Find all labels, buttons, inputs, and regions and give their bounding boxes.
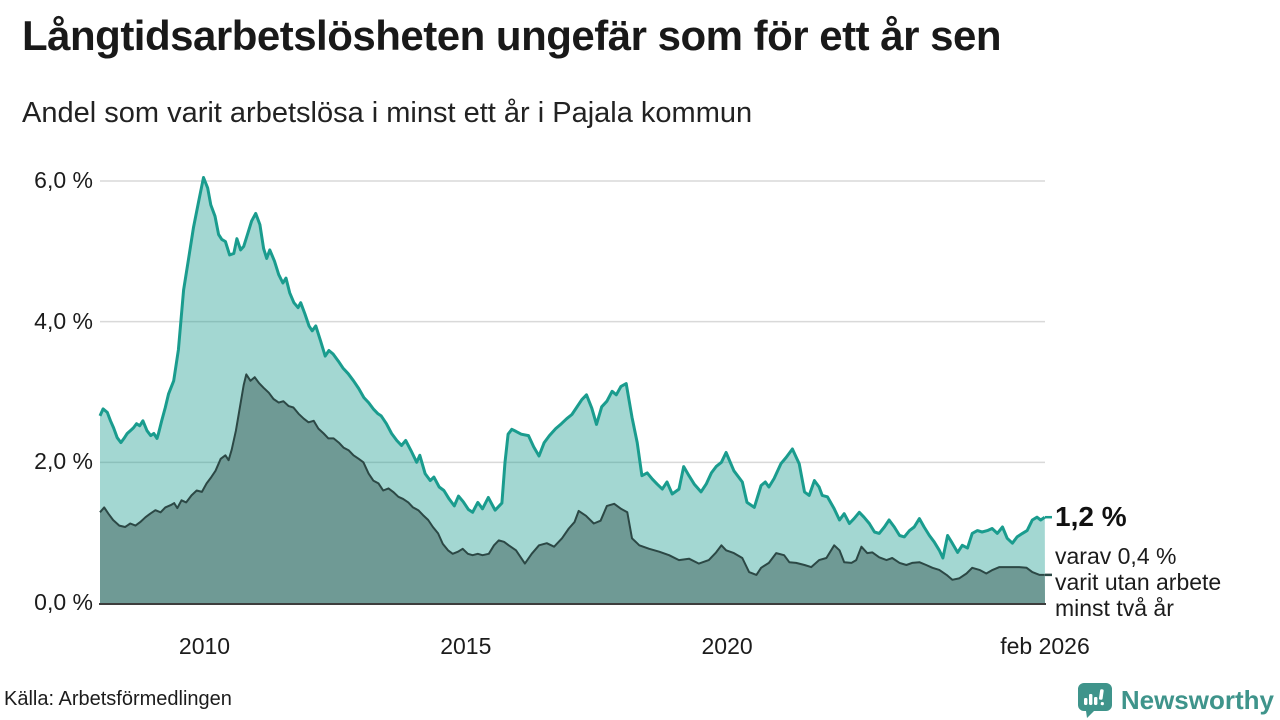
annotation-line-2: varit utan arbete xyxy=(1055,568,1222,595)
page-title: Långtidsarbetslösheten ungefär som för e… xyxy=(22,12,1002,59)
newsworthy-logo-icon xyxy=(1077,683,1112,718)
newsworthy-brand[interactable]: Newsworthy xyxy=(1075,682,1274,719)
y-tick-label: 6,0 % xyxy=(34,167,93,194)
latest-value-label: 1,2 % xyxy=(1055,501,1127,532)
x-tick-label: 2020 xyxy=(701,633,753,659)
latest-value-detail: varav 0,4 % varit utan arbete minst två … xyxy=(1055,543,1275,621)
newsworthy-wordmark: Newsworthy xyxy=(1120,685,1274,715)
area-fill-two-year xyxy=(100,374,1045,603)
x-tick-label: feb 2026 xyxy=(1000,633,1090,659)
latest-value-annotation: 1,2 % varav 0,4 % varit utan arbete mins… xyxy=(1055,500,1275,621)
y-tick-label: 4,0 % xyxy=(34,307,93,334)
x-tick-label: 2010 xyxy=(178,633,231,659)
series-line-one-year xyxy=(98,176,1046,560)
y-tick-label: 0,0 % xyxy=(34,589,93,615)
series-line-two-year xyxy=(99,373,1045,581)
annotation-line-3: minst två år xyxy=(1055,594,1174,621)
x-tick-label: 2015 xyxy=(440,633,492,659)
annotation-line-1: varav 0,4 % xyxy=(1055,542,1177,569)
chart-subtitle: Andel som varit arbetslösa i minst ett å… xyxy=(22,97,753,129)
y-tick-label: 2,0 % xyxy=(34,448,93,475)
series-end-ticks xyxy=(1045,515,1052,577)
source-credit: Källa: Arbetsförmedlingen xyxy=(4,688,232,710)
